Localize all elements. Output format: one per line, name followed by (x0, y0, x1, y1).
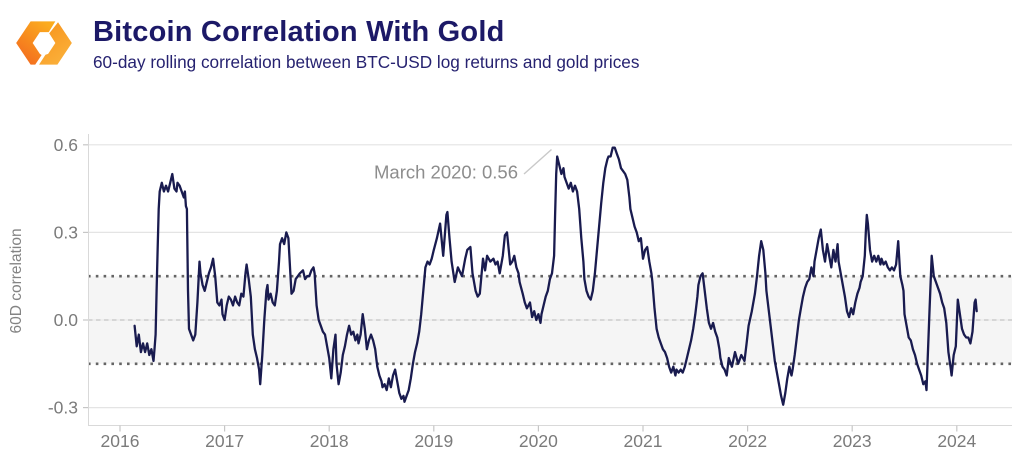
y-tick-label: -0.3 (48, 398, 78, 418)
x-tick-label: 2022 (728, 431, 767, 451)
axis-lines (88, 134, 1012, 426)
y-tick-label: 0.3 (54, 222, 78, 242)
x-tick-label: 2018 (310, 431, 349, 451)
annotation-label: March 2020: 0.56 (374, 162, 518, 183)
header: Bitcoin Correlation With Gold 60-day rol… (0, 0, 1028, 100)
y-tick-label: 0.0 (54, 310, 79, 330)
y-axis-ticks: 0.6 0.3 0.0 -0.3 (48, 135, 88, 418)
y-tick-label: 0.6 (54, 135, 78, 155)
correlation-chart: 2016 2017 2018 2019 2020 2021 2022 2023 2024 0.6… (8, 134, 1012, 451)
x-tick-label: 2023 (833, 431, 872, 451)
y-axis-title: 60D correlation (8, 228, 25, 333)
x-tick-label: 2016 (101, 431, 140, 451)
x-tick-label: 2019 (414, 431, 453, 451)
x-tick-label: 2020 (519, 431, 558, 451)
x-tick-label: 2024 (937, 431, 976, 451)
correlation-line (133, 146, 978, 406)
page-title: Bitcoin Correlation With Gold (93, 16, 505, 48)
x-tick-label: 2017 (205, 431, 244, 451)
x-tick-label: 2021 (624, 431, 663, 451)
title-block: Bitcoin Correlation With Gold 60-day rol… (93, 16, 639, 72)
hexagon-brackets-logo-icon (16, 21, 72, 65)
x-axis-ticks: 2016 2017 2018 2019 2020 2021 2022 2023 2024 (101, 425, 977, 451)
annotation-leader-line (523, 148, 552, 175)
page-subtitle: 60-day rolling correlation between BTC-U… (93, 52, 640, 72)
